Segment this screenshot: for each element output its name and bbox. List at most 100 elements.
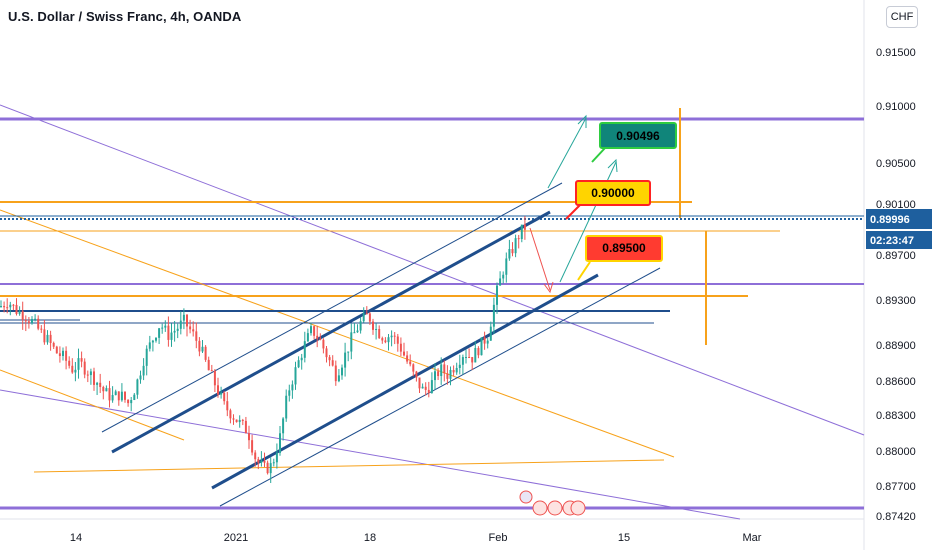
callout-label-1[interactable]: 0.90496	[591, 122, 677, 163]
candle-body	[285, 395, 288, 419]
candle-body	[176, 328, 179, 331]
candlestick-series	[0, 216, 526, 483]
candle-body	[452, 369, 455, 373]
price-tick-label: 0.88000	[876, 446, 916, 458]
candle-body	[499, 278, 502, 286]
candle-body	[83, 361, 86, 375]
candle-body	[238, 419, 241, 423]
candle-body	[55, 346, 58, 354]
candle-body	[136, 379, 139, 395]
candle-body	[241, 419, 244, 421]
candle-body	[496, 285, 498, 305]
candle-body	[446, 373, 449, 379]
price-tick-label: 0.89700	[876, 250, 916, 262]
candle-body	[46, 334, 49, 343]
candle-body	[158, 328, 161, 338]
candle-body	[195, 331, 198, 341]
candle-body	[251, 440, 254, 453]
candle-body	[142, 365, 145, 376]
candle-body	[260, 460, 263, 463]
candle-body	[396, 336, 399, 344]
candle-body	[34, 318, 37, 320]
channel-line	[211, 273, 599, 490]
candle-body	[179, 320, 182, 329]
candle-body	[58, 353, 61, 357]
candle-body	[316, 335, 319, 339]
candle-body	[27, 321, 30, 323]
candle-body	[455, 368, 458, 373]
candle-body	[210, 370, 213, 372]
candle-body	[474, 348, 477, 363]
price-tick-label: 0.88900	[876, 340, 916, 352]
candle-body	[384, 340, 387, 343]
candle-body	[427, 389, 430, 393]
time-axis[interactable]: 14 2021 18 Feb 15 Mar	[70, 532, 762, 544]
candle-body	[337, 375, 340, 382]
candle-body	[0, 306, 2, 308]
candle-body	[421, 386, 424, 389]
price-tick-label: 0.91500	[876, 47, 916, 59]
candle-body	[362, 313, 365, 322]
candle-body	[170, 332, 173, 340]
candle-body	[151, 340, 154, 343]
candle-body	[282, 418, 285, 434]
candle-body	[412, 364, 415, 372]
candle-body	[272, 462, 275, 464]
price-tick-label: 0.88600	[876, 376, 916, 388]
candle-body	[359, 321, 362, 331]
orange-level-line	[33, 459, 665, 473]
candle-body	[108, 388, 111, 401]
candle-body	[220, 392, 223, 395]
currency-button[interactable]: CHF	[886, 6, 918, 28]
candle-body	[133, 394, 136, 401]
current-price-value: 0.89996	[870, 214, 910, 226]
candle-body	[102, 387, 105, 392]
candle-body	[341, 367, 343, 376]
price-axis[interactable]: 0.91500 0.91000 0.90500 0.90100 0.89700 0.893…	[876, 47, 916, 523]
callout-label-2[interactable]: 0.90000	[565, 180, 651, 220]
current-price-tag: 0.89996 02:23:47	[866, 209, 932, 249]
projection-arrow	[529, 227, 551, 291]
price-tick-label: 0.88300	[876, 410, 916, 422]
candle-body	[424, 386, 427, 390]
candle-body	[12, 304, 15, 306]
candle-body	[117, 391, 120, 401]
candle-body	[477, 348, 480, 356]
candle-body	[31, 319, 33, 323]
candle-body	[192, 329, 195, 332]
callout-label-3[interactable]: 0.89500	[577, 235, 663, 281]
candle-body	[21, 311, 24, 320]
candle-body	[86, 374, 89, 376]
candle-body	[77, 358, 80, 370]
candle-body	[65, 350, 68, 361]
candle-body	[331, 360, 334, 366]
candle-body	[167, 325, 170, 340]
candle-body	[415, 371, 418, 378]
candle-body	[244, 420, 247, 434]
price-tick-label: 0.87700	[876, 481, 916, 493]
candle-body	[502, 274, 505, 279]
candle-body	[480, 337, 483, 356]
candle-body	[390, 335, 393, 338]
candle-body	[111, 395, 114, 401]
orange-trend-line	[0, 369, 185, 441]
candle-body	[155, 337, 157, 341]
candle-body	[458, 364, 461, 369]
candle-body	[49, 334, 52, 343]
candle-body	[263, 460, 266, 463]
candle-body	[161, 327, 164, 329]
candle-body	[24, 319, 27, 322]
price-tick-label: 0.89300	[876, 295, 916, 307]
candle-body	[124, 391, 126, 400]
time-tick-label: 14	[70, 532, 82, 544]
economic-events-markers[interactable]	[519, 490, 586, 516]
chart-title[interactable]: U.S. Dollar / Swiss Franc, 4h, OANDA	[8, 9, 242, 24]
projection-arrow	[577, 114, 587, 128]
candle-body	[291, 384, 294, 391]
candle-body	[68, 360, 71, 366]
candle-body	[399, 343, 402, 352]
channel-line	[111, 210, 551, 454]
candle-body	[322, 339, 325, 349]
candle-body	[468, 357, 471, 359]
